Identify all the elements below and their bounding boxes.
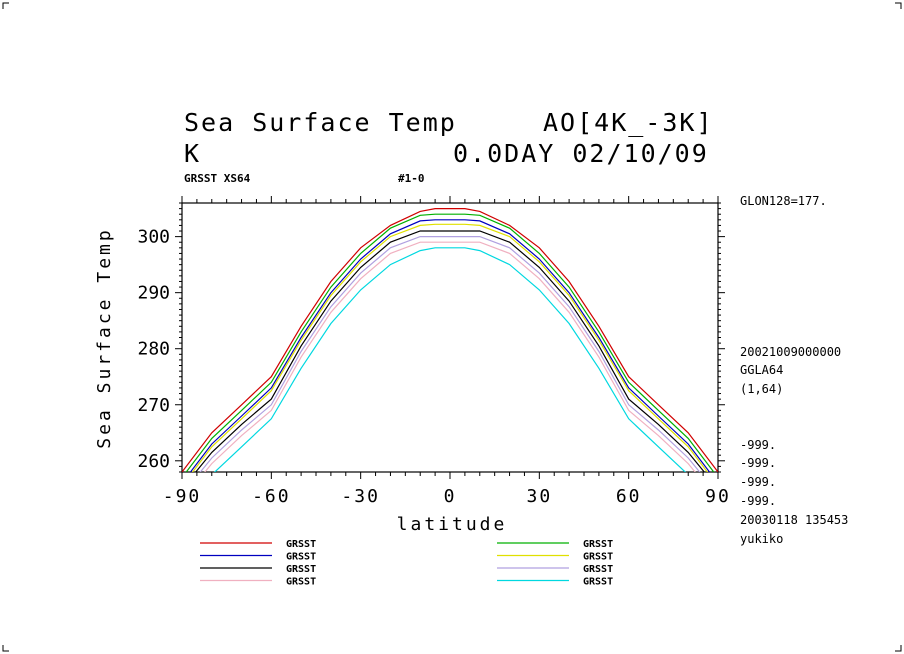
x-axis-label: latitude	[397, 514, 508, 535]
series-group	[182, 208, 718, 472]
series-line-8	[213, 247, 687, 472]
glon-label: GLON128=177.	[740, 194, 827, 208]
undef-label-1: -999.	[740, 438, 776, 452]
x-tick-label: -60	[252, 486, 291, 507]
x-tick-label: -90	[163, 486, 202, 507]
x-tick-label: 30	[526, 486, 552, 507]
user-label: yukiko	[740, 532, 783, 546]
legend-label-4: GRSST	[583, 552, 613, 563]
legend-label-7: GRSST	[286, 577, 316, 588]
y-tick-label: 270	[137, 395, 170, 416]
series-line-7	[204, 241, 696, 472]
datetime-label: 20021009000000	[740, 345, 841, 359]
undef-label-4: -999.	[740, 494, 776, 508]
range-label: (1,64)	[740, 382, 783, 396]
legend-label-5: GRSST	[286, 564, 316, 575]
plot-area: -90 -60 -30 0 30 60 90 260 270 280 290 300	[137, 196, 731, 507]
grid-label: GGLA64	[740, 363, 783, 377]
legend-label-3: GRSST	[286, 552, 316, 563]
legend-label-8: GRSST	[583, 577, 613, 588]
legend-label-6: GRSST	[583, 564, 613, 575]
undef-label-3: -999.	[740, 475, 776, 489]
experiment-label: AO[4K_-3K]	[543, 108, 714, 137]
legend-label-1: GRSST	[286, 539, 316, 550]
y-tick-label: 260	[137, 451, 170, 472]
series-line-3	[189, 219, 711, 472]
series-line-5	[194, 230, 706, 472]
y-tick-label: 280	[137, 339, 170, 360]
y-tick-label: 300	[137, 227, 170, 248]
series-line-4	[191, 223, 709, 472]
x-tick-label: 60	[616, 486, 642, 507]
unit-label: K	[184, 139, 199, 168]
run-label: #1-0	[398, 172, 425, 185]
plot-frame	[181, 202, 719, 473]
created-label: 20030118 135453	[740, 513, 848, 527]
y-axis-label: Sea Surface Temp	[94, 227, 115, 448]
undef-label-2: -999.	[740, 456, 776, 470]
series-line-2	[185, 213, 715, 472]
legend-label-2: GRSST	[583, 539, 613, 550]
series-line-6	[199, 236, 701, 472]
series-line-1	[182, 208, 718, 472]
chart-title: Sea Surface Temp	[184, 108, 457, 137]
x-tick-label: 0	[444, 486, 457, 507]
y-tick-label: 290	[137, 283, 170, 304]
side-info: GLON128=177. 20021009000000 GGLA64 (1,64…	[740, 194, 848, 546]
day-date-label: 0.0DAY 02/10/09	[453, 139, 709, 168]
x-tick-label: 90	[705, 486, 731, 507]
dataset-label: GRSST XS64	[184, 172, 251, 185]
x-tick-label: -30	[341, 486, 380, 507]
